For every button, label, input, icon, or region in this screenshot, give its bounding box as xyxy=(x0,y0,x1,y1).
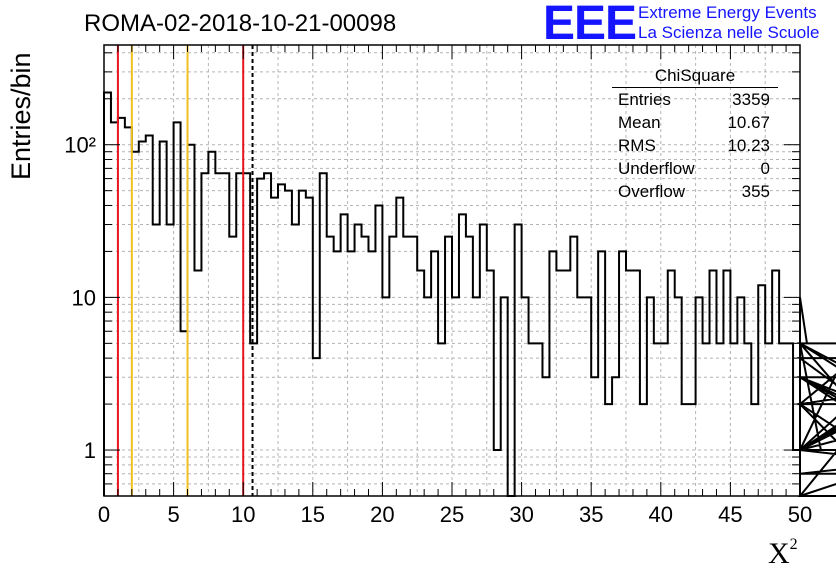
chart-title: ROMA-02-2018-10-21-00098 xyxy=(84,10,397,37)
x-tick-label: 10 xyxy=(231,502,255,527)
logo-line1: Extreme Energy Events xyxy=(638,3,817,22)
x-tick-label: 25 xyxy=(440,502,464,527)
stats-row-rms: RMS 10.23 xyxy=(618,136,770,155)
logo-line2: La Scienza nelle Scuole xyxy=(638,23,820,42)
x-tick-labels: 0 5 10 15 20 25 30 35 40 45 50 xyxy=(98,502,812,527)
x-tick-label: 40 xyxy=(649,502,673,527)
x-tick-label: 20 xyxy=(370,502,394,527)
x-tick-label: 45 xyxy=(718,502,742,527)
y-tick-labels: 1 10 10² xyxy=(64,133,96,463)
grid xyxy=(104,45,800,497)
stats-row-underflow: Underflow 0 xyxy=(618,159,770,178)
x-tick-label: 50 xyxy=(788,502,812,527)
ticks xyxy=(103,45,801,497)
y-tick-label: 1 xyxy=(84,438,96,463)
y-tick-label: 10² xyxy=(64,133,96,158)
stats-box: ChiSquare Entries 3359 Mean 10.67 RMS 10.23… xyxy=(612,66,778,205)
stats-row-overflow: Overflow 355 xyxy=(618,182,770,201)
x-axis-label: X2 xyxy=(768,536,798,570)
histogram-line xyxy=(103,91,836,497)
stats-title: ChiSquare xyxy=(612,66,778,88)
x-tick-label: 5 xyxy=(167,502,179,527)
x-tick-label: 15 xyxy=(301,502,325,527)
stats-row-entries: Entries 3359 xyxy=(618,90,770,109)
eee-logo: EEE xyxy=(543,0,637,50)
stats-row-mean: Mean 10.67 xyxy=(618,113,770,132)
x-tick-label: 30 xyxy=(509,502,533,527)
histogram xyxy=(103,91,836,497)
y-tick-label: 10 xyxy=(72,285,96,310)
reference-lines xyxy=(116,45,254,496)
x-tick-label: 0 xyxy=(98,502,110,527)
y-axis-label: Entries/bin xyxy=(6,52,36,180)
x-tick-label: 35 xyxy=(579,502,603,527)
